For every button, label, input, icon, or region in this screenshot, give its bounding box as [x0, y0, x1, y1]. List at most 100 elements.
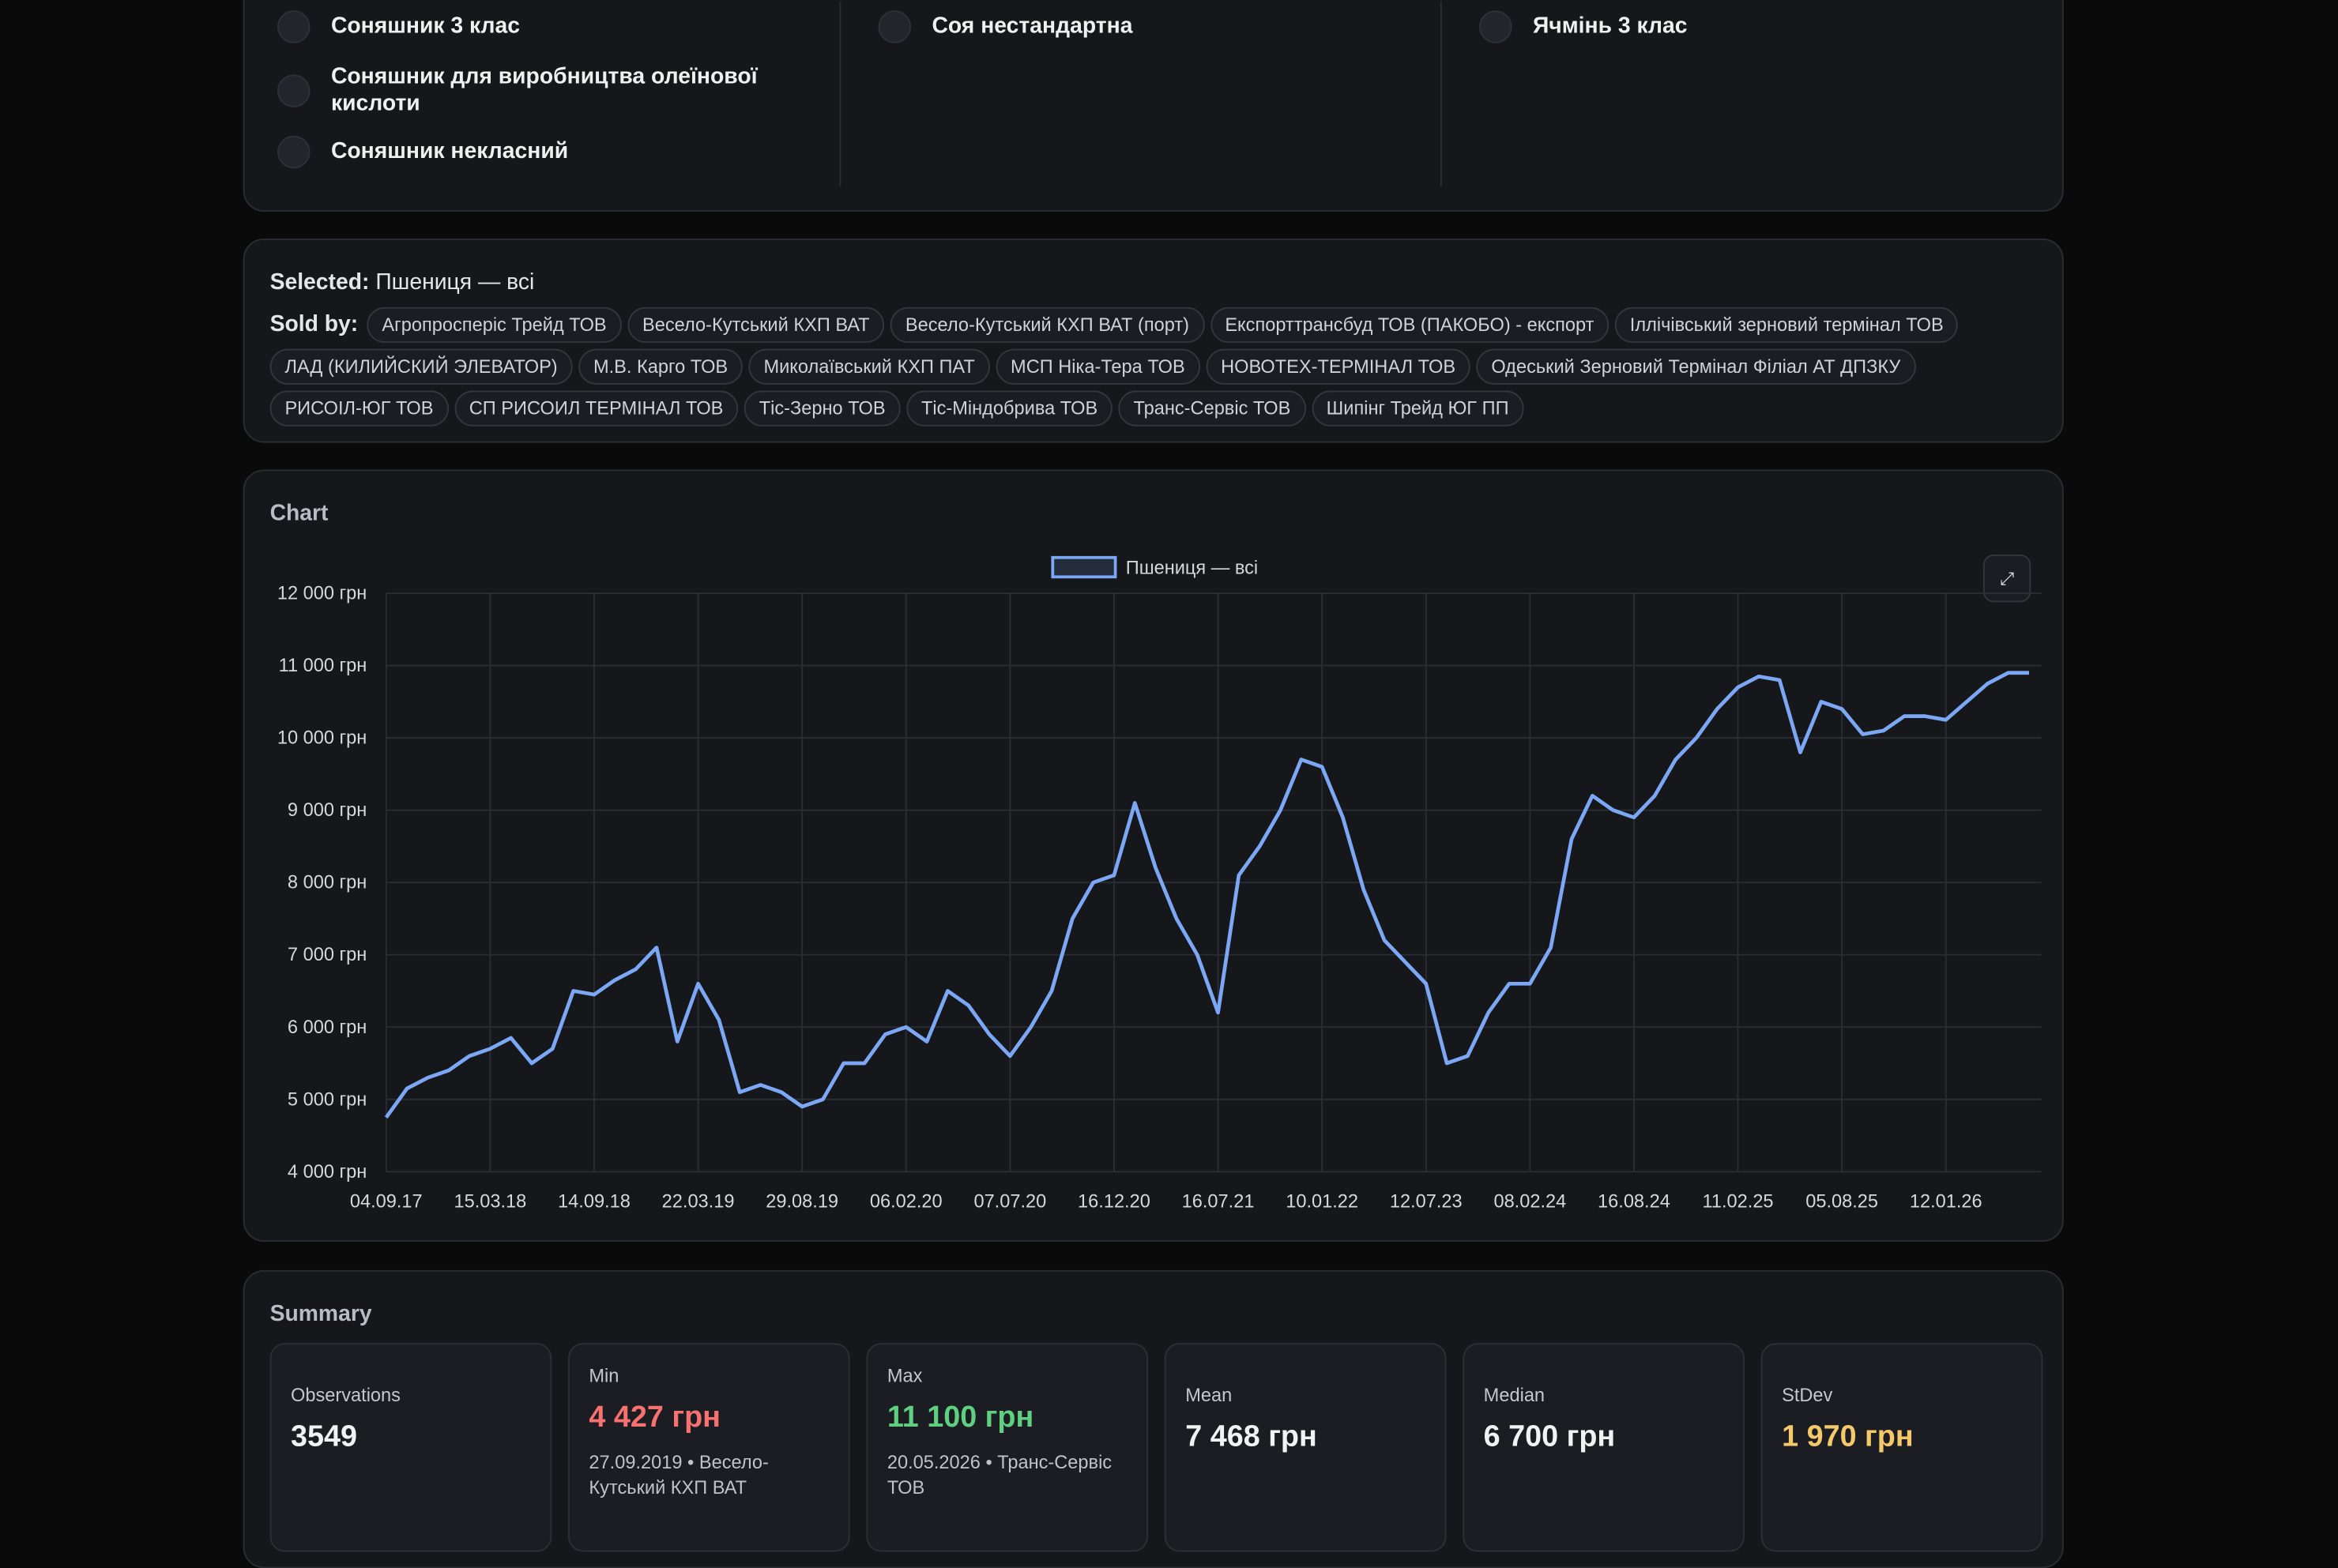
seller-chip: НОВОТЕХ-ТЕРМІНАЛ ТОВ	[1206, 348, 1470, 385]
selected-row: Selected: Пшениця — всі	[270, 270, 2037, 295]
app: Соняшник 3 клас Соняшник для виробництва …	[243, 0, 2064, 1568]
expand-button[interactable]: ⤢	[1982, 555, 2031, 603]
x-tick-label: 08.02.24	[1493, 1191, 1566, 1212]
radio	[1479, 10, 1512, 43]
seller-chip: ЛАД (КИЛИЙСКИЙ ЭЛЕВАТОР)	[269, 348, 573, 385]
radio	[277, 135, 311, 169]
y-tick-label: 11 000 грн	[279, 655, 367, 675]
series-line	[384, 671, 2030, 1119]
x-tick-label: 12.07.23	[1390, 1191, 1463, 1212]
seller-chip: Шипінг Трейд ЮГ ПП	[1311, 390, 1524, 427]
selected-value: Пшениця — всі	[375, 269, 535, 295]
y-tick-label: 12 000 грн	[277, 583, 367, 604]
filter-column: Ячмінь 3 клас	[1479, 10, 2046, 195]
x-tick-label: 11.02.25	[1703, 1191, 1774, 1212]
seller-chip: Агропросперіс Трейд ТОВ	[367, 306, 622, 344]
seller-chip: Транс-Сервіс ТОВ	[1118, 390, 1306, 427]
stat-label: Mean	[1185, 1384, 1233, 1405]
seller-chip: Експорттрансбуд ТОВ (ПАКОБО) - експорт	[1210, 306, 1609, 344]
seller-chip: Весело-Кутський КХП ВАТ	[627, 306, 885, 344]
stat-card: StDev 1 970 грн	[1760, 1343, 2043, 1552]
chart: 4 000 грн 5 000 грн 6 000 грн 7 000 грн 8 00…	[277, 555, 2042, 1212]
filter-option[interactable]: Соняшник для виробництва олеїнової кисло…	[277, 64, 844, 118]
x-tick-label: 16.07.21	[1182, 1191, 1255, 1212]
selection-panel: Selected: Пшениця — всі Sold by: Агропрос…	[243, 238, 2064, 443]
seller-chip: РИСОІЛ-ЮГ ТОВ	[269, 390, 449, 427]
filter-panel: Соняшник 3 клас Соняшник для виробництва …	[243, 0, 2064, 212]
filter-option[interactable]: Соя нестандартна	[878, 10, 1445, 43]
stat-note: 27.09.2019 • Весело-Кутський КХП ВАТ	[589, 1452, 769, 1498]
selected-label: Selected:	[269, 269, 370, 295]
stat-label: Observations	[290, 1384, 401, 1405]
option-label: Соняшник 3 клас	[330, 13, 521, 39]
sold-by-label: Sold by:	[269, 311, 359, 337]
option-label: Соняшник для виробництва олеїнової кисло…	[330, 64, 758, 117]
y-tick-label: 8 000 грн	[288, 872, 367, 893]
x-tick-label: 29.08.19	[766, 1191, 838, 1212]
seller-chip: Одеський Зерновий Термінал Філіал АТ ДПЗ…	[1476, 348, 1916, 385]
y-tick-label: 6 000 грн	[288, 1017, 367, 1037]
summary-heading: Summary	[269, 1301, 372, 1327]
column-divider	[839, 1, 841, 186]
y-tick-label: 5 000 грн	[288, 1089, 367, 1109]
x-tick-label: 04.09.17	[350, 1191, 423, 1212]
seller-chip: Тіс-Міндобрива ТОВ	[906, 390, 1113, 427]
stat-value: 7 468 грн	[1185, 1419, 1317, 1453]
seller-chip: М.В. Карго ТОВ	[578, 348, 744, 385]
stat-card: Median 6 700 грн	[1463, 1343, 1745, 1552]
y-tick-label: 9 000 грн	[288, 799, 367, 820]
filter-option[interactable]: Ячмінь 3 клас	[1479, 10, 2046, 43]
x-tick-label: 10.01.22	[1286, 1191, 1358, 1212]
stat-label: Max	[887, 1365, 923, 1387]
seller-chip: СП РИСОИЛ ТЕРМІНАЛ ТОВ	[454, 390, 739, 427]
legend-label: Пшениця — всі	[1126, 558, 1258, 578]
x-tick-label: 16.08.24	[1598, 1191, 1670, 1212]
filter-option[interactable]: Соняшник 3 клас	[277, 10, 844, 43]
stat-note: 20.05.2026 • Транс-Сервіс ТОВ	[887, 1452, 1113, 1498]
sold-by: Sold by: Агропросперіс Трейд ТОВ Весело-Ку…	[269, 306, 1985, 433]
x-tick-label: 07.07.20	[973, 1191, 1046, 1212]
radio	[277, 10, 311, 43]
x-tick-label: 05.08.25	[1805, 1191, 1878, 1212]
x-tick-label: 06.02.20	[870, 1191, 943, 1212]
stat-value: 6 700 грн	[1483, 1419, 1616, 1453]
chart-panel: Chart ⤢ 4 000 грн 5 000 грн 6 000 грн 7 000…	[243, 469, 2064, 1242]
stat-value: 3549	[290, 1419, 357, 1453]
chart-heading: Chart	[269, 501, 329, 527]
y-tick-label: 10 000 грн	[277, 728, 367, 748]
stat-label: Min	[589, 1365, 619, 1387]
stat-value: 1 970 грн	[1782, 1419, 1914, 1453]
stat-value: 11 100 грн	[887, 1401, 1034, 1435]
x-tick-label: 16.12.20	[1078, 1191, 1150, 1212]
seller-chip: МСП Ніка-Тера ТОВ	[996, 348, 1200, 385]
filter-column: Соя нестандартна	[878, 10, 1445, 195]
filter-column: Соняшник 3 клас Соняшник для виробництва …	[277, 10, 844, 195]
summary-panel: Summary Observations 3549 Min 4 427 грн 27.0…	[243, 1269, 2064, 1568]
radio	[878, 10, 912, 43]
stat-value: 4 427 грн	[589, 1401, 721, 1435]
option-label: Ячмінь 3 клас	[1532, 13, 1688, 39]
x-tick-label: 14.09.18	[558, 1191, 631, 1212]
y-tick-label: 4 000 грн	[288, 1161, 367, 1182]
seller-chip: Іллічівський зерновий термінал ТОВ	[1614, 306, 1959, 344]
radio	[277, 74, 311, 107]
column-divider	[1440, 1, 1442, 186]
stat-card: Max 11 100 грн 20.05.2026 • Транс-Сервіс Т…	[866, 1343, 1149, 1552]
page: {"filters":{"columns":[["Соняшник 3 клас…	[243, 0, 2064, 1568]
seller-chip: Весело-Кутський КХП ВАТ (порт)	[890, 306, 1204, 344]
stat-card: Min 4 427 грн 27.09.2019 • Весело-Кутський…	[567, 1343, 850, 1552]
option-label: Соняшник некласний	[330, 138, 569, 164]
seller-chip: Тіс-Зерно ТОВ	[744, 390, 901, 427]
option-label: Соя нестандартна	[932, 13, 1133, 39]
legend-swatch	[1051, 555, 1117, 579]
x-tick-label: 12.01.26	[1910, 1191, 1982, 1212]
stat-label: StDev	[1782, 1384, 1833, 1405]
stat-label: Median	[1483, 1384, 1545, 1405]
stat-card: Observations 3549	[269, 1343, 552, 1552]
x-tick-label: 22.03.19	[662, 1191, 735, 1212]
x-tick-label: 15.03.18	[454, 1191, 526, 1212]
filter-option[interactable]: Соняшник некласний	[277, 135, 844, 169]
stat-card: Mean 7 468 грн	[1164, 1343, 1447, 1552]
y-tick-label: 7 000 грн	[288, 944, 367, 964]
seller-chip: Миколаївський КХП ПАТ	[748, 348, 990, 385]
